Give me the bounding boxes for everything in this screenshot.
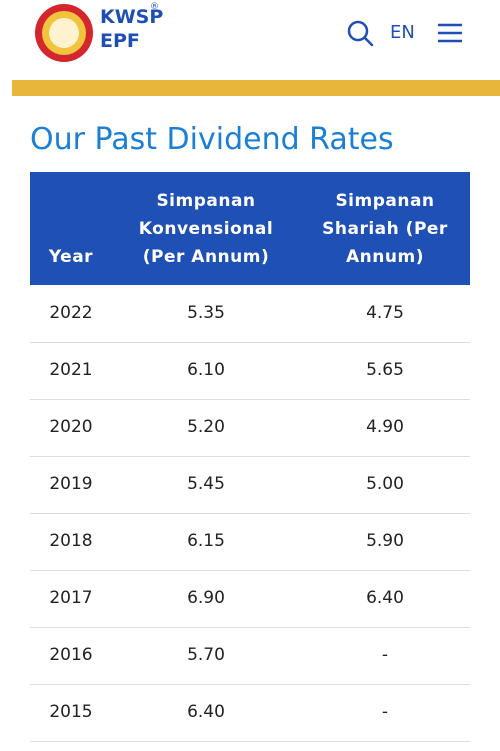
column-header: Simpanan Konvensional (Per Annum) — [138, 191, 274, 267]
table-cell: 6.10 — [187, 360, 225, 380]
table-cell: 5.35 — [187, 303, 225, 323]
table-cell: 4.75 — [366, 303, 404, 323]
menu-icon[interactable] — [436, 22, 464, 44]
column-header: Year — [48, 247, 94, 267]
table-cell: 2015 — [49, 702, 93, 722]
table-cell: 2018 — [49, 531, 93, 551]
row-divider — [30, 399, 470, 400]
table-cell: 5.70 — [187, 645, 225, 665]
brand-name: KWSP — [100, 6, 164, 28]
table-cell: 4.90 — [366, 417, 404, 437]
language-switch[interactable]: EN — [390, 22, 415, 43]
table-cell: 6.90 — [187, 588, 225, 608]
table-cell: - — [381, 645, 389, 665]
table-cell: 5.90 — [366, 531, 404, 551]
table-cell: 6.15 — [187, 531, 225, 551]
table-cell: 5.65 — [366, 360, 404, 380]
row-divider — [30, 456, 470, 457]
brand[interactable]: KWSP EPF — [100, 5, 163, 53]
column-header: Simpanan Shariah (Per Annum) — [322, 191, 448, 267]
logo[interactable] — [30, 2, 98, 64]
table-cell: 2019 — [49, 474, 93, 494]
row-divider — [30, 741, 470, 742]
page-title: Our Past Dividend Rates — [30, 122, 394, 157]
accent-bar — [12, 80, 500, 96]
row-divider — [30, 684, 470, 685]
table-cell: 5.00 — [366, 474, 404, 494]
row-divider — [30, 513, 470, 514]
row-divider — [30, 627, 470, 628]
table-cell: 2020 — [49, 417, 93, 437]
table-header: Year Simpanan Konvensional (Per Annum) Sim… — [30, 172, 470, 285]
brand-sub: EPF — [100, 30, 140, 52]
search-icon[interactable] — [347, 20, 375, 48]
row-divider — [30, 342, 470, 343]
table-cell: 5.45 — [187, 474, 225, 494]
row-divider — [30, 570, 470, 571]
table-cell: 2022 — [49, 303, 93, 323]
table-cell: 6.40 — [366, 588, 404, 608]
registered-mark: ® — [150, 2, 159, 12]
table-cell: 2017 — [49, 588, 93, 608]
table-cell: 5.20 — [187, 417, 225, 437]
table-cell: - — [381, 702, 389, 722]
table-cell: 2016 — [49, 645, 93, 665]
logo-center — [49, 18, 79, 48]
table-cell: 2021 — [49, 360, 93, 380]
table-cell: 6.40 — [187, 702, 225, 722]
